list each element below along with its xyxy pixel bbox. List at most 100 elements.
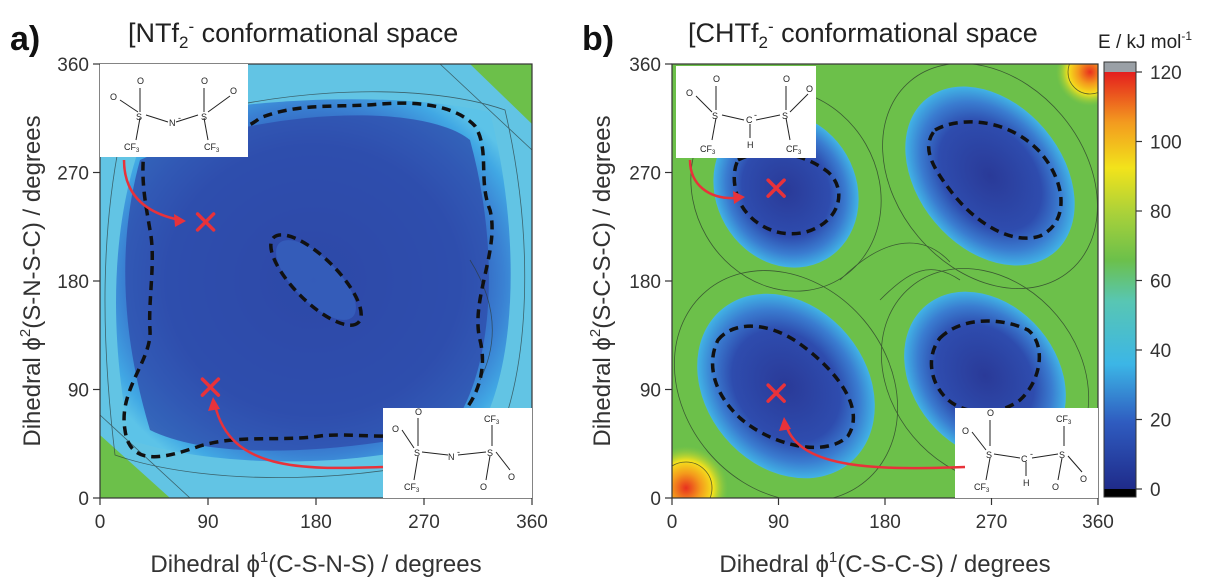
panel-a-xtick-label: 270 (408, 512, 440, 533)
panel-b-xtick-label: 0 (667, 512, 678, 533)
svg-text:CF3: CF3 (700, 144, 716, 156)
panel-a-ytick-label: 270 (57, 164, 89, 185)
colorbar-underflow (1104, 489, 1136, 497)
svg-text:O: O (201, 76, 208, 86)
panel-a-title: [NTf2- conformational space (128, 17, 458, 52)
svg-text:C: C (1021, 454, 1028, 464)
svg-text:S: S (986, 450, 992, 460)
svg-text:O: O (806, 84, 813, 94)
svg-text:O: O (230, 86, 237, 96)
panel-b-molecule-bottom: O O O O S S C - H CF3 CF3 (955, 408, 1098, 498)
panel-a-ytick-label: 90 (68, 381, 89, 402)
panel-b-arrows (688, 159, 966, 470)
colorbar-overflow (1104, 62, 1136, 72)
panel-a-minimum-marker (200, 377, 221, 397)
svg-text:O: O (713, 74, 720, 84)
colorbar-tick-label: 80 (1150, 202, 1171, 223)
panel-b-xtick-label: 90 (768, 512, 789, 533)
svg-text:H: H (1023, 478, 1030, 488)
panel-b-ytick-label: 360 (629, 55, 661, 76)
panel-a-molecule-bottom: O O O O S S N - CF3 CF3 (383, 407, 532, 498)
panel-b-ticks: 0 90 180 270 360 0 90 180 270 360 (629, 55, 1114, 533)
svg-text:CF3: CF3 (404, 482, 420, 494)
svg-text:S: S (201, 112, 207, 122)
colorbar-tick-label: 100 (1150, 133, 1182, 154)
colorbar-tick-label: 0 (1150, 480, 1161, 501)
panel-a-ytick-label: 180 (57, 272, 89, 293)
svg-text:S: S (1059, 450, 1065, 460)
svg-text:N: N (448, 452, 455, 462)
svg-text:O: O (415, 407, 422, 417)
panel-b-ytick-label: 0 (650, 489, 661, 510)
svg-text:S: S (136, 112, 142, 122)
svg-text:O: O (1052, 482, 1059, 492)
panel-a-heatmap (100, 64, 532, 498)
svg-text:H: H (747, 140, 754, 150)
svg-text:S: S (782, 111, 788, 121)
panel-b-ylabel: Dihedral ϕ2(S-C-S-C) / degrees (587, 115, 616, 446)
panel-a-xtick-label: 0 (95, 512, 106, 533)
panel-a-xlabel: Dihedral ϕ1(C-S-N-S) / degrees (150, 549, 481, 578)
svg-text:O: O (508, 472, 515, 482)
panel-b-ytick-label: 180 (629, 272, 661, 293)
svg-text:-: - (178, 113, 181, 123)
colorbar-tick-label: 40 (1150, 341, 1171, 362)
panel-b-minimum-marker (766, 178, 786, 198)
panel-a-xtick-label: 360 (516, 512, 548, 533)
svg-text:CF3: CF3 (484, 414, 500, 426)
svg-text:O: O (137, 76, 144, 86)
svg-text:O: O (783, 74, 790, 84)
panel-b-minimum-marker (766, 383, 786, 403)
panel-b-ytick-label: 270 (629, 164, 661, 185)
panel-a-xtick-label: 90 (197, 512, 218, 533)
svg-text:CF3: CF3 (204, 142, 220, 154)
svg-text:O: O (686, 88, 693, 98)
svg-text:O: O (962, 426, 969, 436)
svg-text:CF3: CF3 (1056, 414, 1072, 426)
svg-text:C: C (746, 115, 753, 125)
panel-b-ytick-label: 90 (640, 381, 661, 402)
svg-text:O: O (987, 408, 994, 418)
panel-a-arrows (122, 159, 384, 470)
svg-text:O: O (480, 482, 487, 492)
panel-a-ticks: 0 90 180 270 360 0 90 180 270 360 (57, 55, 548, 533)
svg-text:O: O (392, 424, 399, 434)
panel-b-xtick-label: 360 (1082, 512, 1114, 533)
svg-text:S: S (414, 448, 420, 458)
colorbar-ticks: 120 100 80 60 40 20 0 (1136, 63, 1182, 501)
svg-text:S: S (712, 111, 718, 121)
colorbar-label: E / kJ mol-1 (1098, 29, 1192, 53)
panel-b-xlabel: Dihedral ϕ1(C-S-C-S) / degrees (719, 549, 1050, 578)
panel-b-xtick-label: 270 (976, 512, 1008, 533)
panel-a-letter: a) (10, 20, 40, 58)
panel-b-title: [CHTf2- conformational space (688, 17, 1038, 52)
colorbar-gradient (1104, 72, 1136, 489)
colorbar-tick-label: 60 (1150, 272, 1171, 293)
svg-text:O: O (1080, 474, 1087, 484)
panel-a: a) [NTf2- conformational space (10, 17, 548, 578)
colorbar-tick-label: 20 (1150, 411, 1171, 432)
panel-b: b) [CHTf2- conformational space (582, 17, 1114, 578)
panel-b-letter: b) (582, 20, 614, 58)
svg-text:N: N (169, 118, 176, 128)
colorbar-tick-label: 120 (1150, 63, 1182, 84)
svg-text:-: - (1030, 449, 1033, 459)
svg-text:-: - (457, 447, 460, 457)
svg-text:CF3: CF3 (124, 142, 140, 154)
svg-text:-: - (754, 110, 757, 120)
panel-a-ytick-label: 360 (57, 55, 89, 76)
colorbar: E / kJ mol-1 120 100 80 60 40 20 0 (1098, 29, 1192, 501)
panel-b-molecule-top: O O O O S S C - H CF3 CF3 (676, 66, 816, 158)
svg-text:O: O (110, 92, 117, 102)
panel-b-minima (766, 178, 786, 403)
panel-a-ytick-label: 0 (78, 489, 89, 510)
panel-b-xtick-label: 180 (869, 512, 901, 533)
svg-text:S: S (487, 448, 493, 458)
panel-a-minima (195, 212, 221, 397)
svg-text:CF3: CF3 (974, 482, 990, 494)
panel-a-ylabel: Dihedral ϕ2(S-N-S-C) / degrees (17, 115, 46, 446)
panel-a-xtick-label: 180 (300, 512, 332, 533)
panel-a-minimum-marker (195, 212, 216, 232)
svg-text:CF3: CF3 (786, 144, 802, 156)
